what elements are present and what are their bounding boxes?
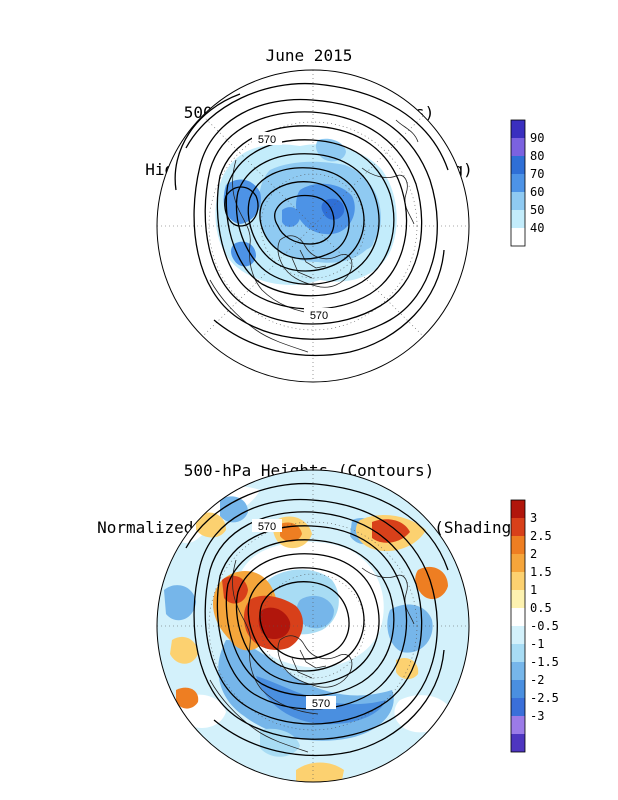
bottom-colorbar-swatch-2 (511, 536, 525, 554)
top-colorbar-swatch-1 (511, 138, 525, 156)
bottom-contour-label-1: 570 (258, 521, 276, 533)
top-contour-labels: 570 570 (252, 132, 334, 322)
bottom-contour-labels: 570 570 (252, 519, 336, 710)
bottom-colorbar-label-neg2.5: -2.5 (530, 691, 559, 705)
bottom-coastlines (209, 559, 415, 753)
bottom-colorbar-swatch-6 (511, 608, 525, 626)
top-colorbar-swatch-3 (511, 174, 525, 192)
top-colorbar-label-90: 90 (530, 131, 544, 145)
bottom-height-contours (185, 482, 449, 757)
top-graticule (157, 70, 469, 382)
bottom-colorbar-label-2.5: 2.5 (530, 529, 552, 543)
bottom-colorbar-swatch-12 (511, 716, 525, 734)
top-colorbar-label-70: 70 (530, 167, 544, 181)
bottom-colorbar-label-neg0.5: -0.5 (530, 619, 559, 633)
top-colorbar-label-40: 40 (530, 221, 544, 235)
bottom-colorbar-swatch-5 (511, 590, 525, 608)
top-colorbar: 90 80 70 60 50 40 (510, 119, 544, 247)
top-title-line-1: June 2015 (265, 46, 353, 65)
top-height-contours (174, 82, 449, 357)
bottom-graticule (157, 470, 469, 782)
top-colorbar-label-60: 60 (530, 185, 544, 199)
bottom-colorbar-swatch-1 (511, 518, 525, 536)
bottom-polar-map: 570 570 (156, 469, 470, 783)
bottom-colorbar-swatch-9 (511, 662, 525, 680)
bottom-colorbar: 3 2.5 2 1.5 1 0.5 -0.5 -1 -1.5 -2 -2.5 -… (510, 499, 559, 753)
bottom-map-border (156, 469, 470, 783)
top-colorbar-swatch-4 (511, 192, 525, 210)
top-colorbar-swatch-2 (511, 156, 525, 174)
bottom-colorbar-swatch-10 (511, 680, 525, 698)
bottom-colorbar-label-2: 2 (530, 547, 537, 561)
top-colorbar-swatch-0 (511, 120, 525, 138)
bottom-colorbar-label-3: 3 (530, 511, 537, 525)
bottom-colorbar-label-0.5: 0.5 (530, 601, 552, 615)
bottom-colorbar-swatch-7 (511, 626, 525, 644)
bottom-colorbar-label-1: 1 (530, 583, 537, 597)
top-map-border (156, 69, 470, 383)
top-contour-label-1: 570 (258, 134, 276, 146)
bottom-colorbar-label-neg1: -1 (530, 637, 544, 651)
bottom-contour-label-2: 570 (312, 698, 330, 710)
bottom-colorbar-swatch-8 (511, 644, 525, 662)
bottom-colorbar-swatch-0 (511, 500, 525, 518)
bottom-colorbar-label-neg1.5: -1.5 (530, 655, 559, 669)
bottom-colorbar-swatch-11 (511, 698, 525, 716)
bottom-colorbar-label-neg3: -3 (530, 709, 544, 723)
top-colorbar-swatch-6 (511, 228, 525, 246)
top-contour-label-2: 570 (310, 310, 328, 322)
bottom-colorbar-swatch-4 (511, 572, 525, 590)
top-colorbar-label-50: 50 (530, 203, 544, 217)
top-colorbar-swatch-5 (511, 210, 525, 228)
bottom-colorbar-swatch-13 (511, 734, 525, 752)
top-polar-map: 570 570 (156, 69, 470, 383)
bottom-colorbar-swatch-3 (511, 554, 525, 572)
top-coastlines (209, 119, 419, 353)
bottom-colorbar-label-1.5: 1.5 (530, 565, 552, 579)
bottom-colorbar-label-neg2: -2 (530, 673, 544, 687)
top-colorbar-label-80: 80 (530, 149, 544, 163)
